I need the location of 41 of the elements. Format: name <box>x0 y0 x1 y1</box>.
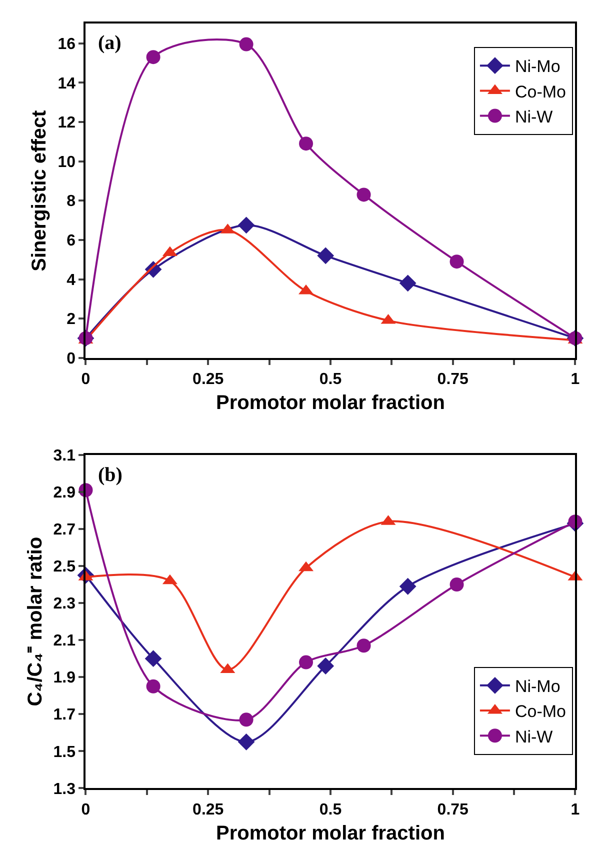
y-tick-label: 2 <box>66 311 76 328</box>
x-tick-label: 0.5 <box>319 801 342 818</box>
legend-label: Co-Mo <box>514 82 566 102</box>
x-tick-label: 0 <box>81 371 90 388</box>
y-tick-label: 2.7 <box>53 522 76 539</box>
legend-label: Ni-W <box>514 107 553 126</box>
y-tick-label: 2.1 <box>53 632 76 650</box>
y-tick-label: 12 <box>58 114 76 132</box>
x-tick-label: 0.25 <box>192 371 224 388</box>
y-tick-label: 16 <box>58 36 76 53</box>
y-tick-label: 6 <box>66 232 76 250</box>
x-axis-title: Promotor molar fraction <box>216 392 445 414</box>
y-tick-label: 10 <box>58 154 76 171</box>
y-tick-label: 14 <box>58 75 76 92</box>
x-tick-label: 1 <box>570 801 580 818</box>
y-tick-label: 0 <box>66 350 76 368</box>
y-tick-label: 1.3 <box>53 780 76 798</box>
legend-label: Ni-W <box>514 727 553 746</box>
x-tick-label: 0 <box>81 801 90 818</box>
x-axis-title: Promotor molar fraction <box>216 822 445 844</box>
legend-label: Ni-Mo <box>514 677 560 696</box>
y-tick-label: 1.5 <box>53 744 76 761</box>
y-tick-label: 3.1 <box>53 448 76 465</box>
legend-label: Co-Mo <box>514 702 566 722</box>
x-tick-label: 0.25 <box>192 801 224 818</box>
y-tick-label: 4 <box>66 272 76 289</box>
legend-label: Ni-Mo <box>514 57 560 76</box>
x-tick-label: 0.75 <box>437 371 469 388</box>
x-tick-label: 1 <box>570 371 580 388</box>
y-tick-label: 2.9 <box>53 484 76 502</box>
y-tick-label: 1.7 <box>53 706 76 724</box>
y-axis-title: Sinergistic effect <box>28 110 51 272</box>
y-axis-title: C₄/C₄⁼ molar ratio <box>24 536 46 706</box>
x-tick-label: 0.75 <box>437 801 469 818</box>
y-tick-label: 2.3 <box>53 596 76 613</box>
y-tick-label: 8 <box>66 193 76 210</box>
y-tick-label: 1.9 <box>53 670 76 687</box>
annotation: (a) <box>98 32 122 54</box>
y-tick-label: 2.5 <box>53 558 76 576</box>
x-tick-label: 0.5 <box>319 371 342 388</box>
annotation: (b) <box>98 464 122 486</box>
